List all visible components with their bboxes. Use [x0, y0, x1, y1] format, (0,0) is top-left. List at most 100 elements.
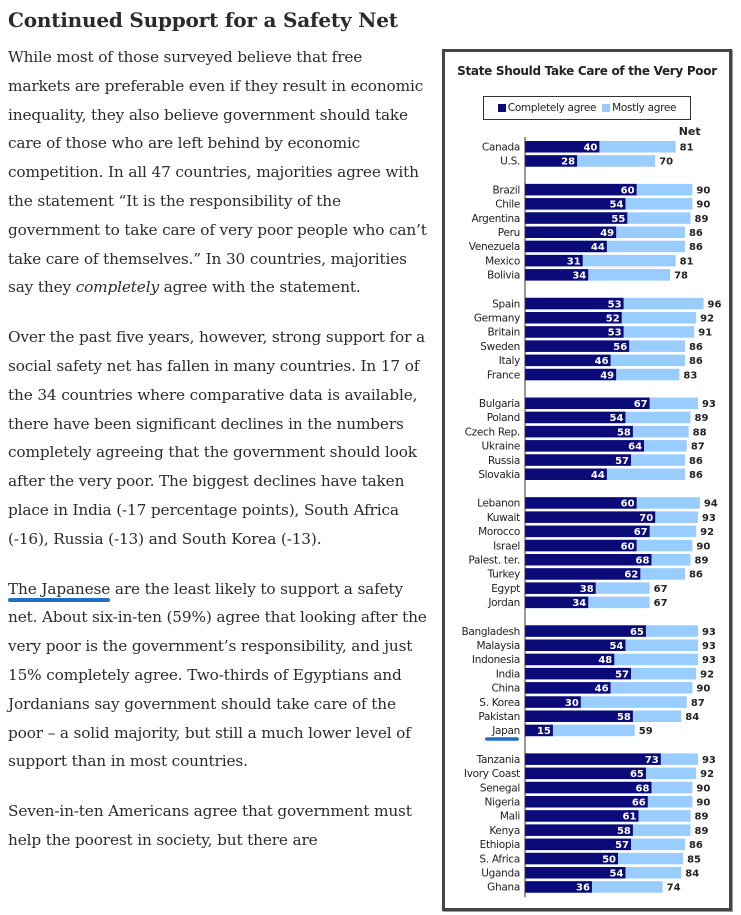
country-label: Tanzania	[476, 754, 520, 766]
value-label-net: 70	[659, 157, 673, 168]
bar-completely-agree	[525, 155, 578, 167]
country-label: Sweden	[480, 341, 520, 353]
bar-completely-agree	[525, 682, 611, 694]
value-label-completely: 54	[610, 641, 624, 652]
bar-completely-agree	[525, 425, 633, 438]
bar-completely-agree	[525, 838, 632, 851]
value-label-completely: 57	[615, 669, 629, 680]
country-label: Slovakia	[478, 469, 520, 481]
legend-item-completely: Completely agree	[497, 102, 596, 114]
bar-completely-agree	[525, 226, 617, 238]
country-label: Britain	[488, 327, 520, 339]
value-label-completely: 70	[639, 513, 653, 524]
chart-legend: Completely agree Mostly agree	[483, 96, 691, 120]
bar-completely-agree	[525, 269, 589, 281]
paragraph-4: Seven-in-ten Americans agree that govern…	[8, 802, 412, 849]
bar-completely-agree	[525, 824, 633, 836]
country-label: Lebanon	[477, 498, 520, 510]
paragraph-2: Over the past five years, however, stron…	[8, 328, 425, 548]
paragraph-3: The Japanese are the least likely to sup…	[8, 579, 427, 771]
country-label: China	[492, 683, 521, 695]
value-label-net: 85	[687, 854, 701, 865]
bar-completely-agree	[525, 582, 596, 594]
value-label-net: 87	[691, 698, 705, 709]
value-label-net: 86	[689, 228, 703, 239]
country-label: India	[496, 668, 520, 680]
country-label: Bolivia	[487, 270, 520, 282]
country-label: Bulgaria	[479, 398, 520, 410]
bar-completely-agree	[525, 411, 626, 424]
bar-mostly-agree	[525, 155, 656, 167]
value-label-net: 92	[700, 527, 714, 538]
bar-completely-agree	[525, 781, 652, 794]
value-label-completely: 31	[567, 256, 581, 267]
value-label-completely: 58	[617, 826, 631, 837]
article-heading: Continued Support for a Safety Net	[8, 8, 398, 32]
value-label-completely: 67	[634, 527, 648, 538]
value-label-net: 89	[695, 556, 709, 567]
value-label-net: 93	[702, 655, 716, 666]
bar-completely-agree	[525, 852, 618, 865]
value-label-completely: 40	[583, 143, 597, 154]
value-label-completely: 65	[630, 769, 644, 780]
country-label: Morocco	[478, 526, 520, 538]
value-label-completely: 62	[624, 570, 638, 581]
value-label-completely: 50	[602, 854, 616, 865]
bar-mostly-agree	[525, 269, 671, 281]
value-label-net: 91	[698, 328, 712, 339]
value-label-net: 93	[702, 755, 716, 766]
country-label: Czech Rep.	[465, 426, 520, 438]
country-label: Ukraine	[482, 441, 520, 453]
bar-completely-agree	[525, 867, 626, 879]
bar-completely-agree	[525, 326, 624, 338]
bar-completely-agree	[525, 539, 637, 552]
country-label: Chile	[495, 199, 520, 211]
bar-completely-agree	[525, 625, 646, 637]
value-label-net: 84	[685, 712, 699, 723]
legend-item-mostly: Mostly agree	[602, 102, 677, 114]
country-label: Mali	[500, 811, 520, 823]
country-label: Senegal	[480, 782, 520, 794]
country-label: Ethiopia	[480, 839, 520, 851]
highlighted-phrase: The Japanese	[8, 579, 111, 598]
value-label-net: 90	[696, 783, 710, 794]
country-label: Kuwait	[487, 512, 520, 524]
net-column-header: Net	[679, 125, 701, 138]
bar-completely-agree	[525, 767, 646, 780]
bar-completely-agree	[525, 354, 611, 367]
value-label-completely: 68	[636, 556, 650, 567]
value-label-net: 88	[693, 427, 707, 438]
value-label-net: 78	[674, 271, 688, 282]
value-label-completely: 53	[608, 328, 622, 339]
value-label-net: 86	[689, 570, 703, 581]
country-label: U.S.	[500, 156, 520, 168]
country-label: Mexico	[485, 255, 520, 267]
highlight-underline	[485, 737, 519, 741]
bar-completely-agree	[525, 710, 633, 722]
value-label-net: 90	[696, 200, 710, 211]
country-label: Ghana	[487, 882, 520, 894]
bar-completely-agree	[525, 454, 632, 466]
country-label: Russia	[488, 455, 520, 467]
value-label-net: 86	[689, 342, 703, 353]
country-label: Palest. ter.	[468, 555, 520, 567]
country-label: Uganda	[481, 868, 520, 880]
value-label-net: 86	[689, 356, 703, 367]
value-label-completely: 49	[600, 228, 614, 239]
value-label-completely: 34	[572, 598, 586, 609]
value-label-net: 93	[702, 399, 716, 410]
bar-completely-agree	[525, 696, 581, 708]
bar-completely-agree	[525, 212, 628, 224]
country-label: S. Africa	[479, 853, 520, 865]
value-label-net: 74	[667, 883, 681, 894]
bar-completely-agree	[525, 297, 624, 310]
bar-completely-agree	[525, 340, 630, 352]
bar-completely-agree	[525, 198, 626, 210]
country-label: Israel	[493, 540, 520, 552]
value-label-net: 94	[704, 499, 718, 510]
bar-mostly-agree	[525, 254, 676, 267]
value-label-net: 89	[695, 214, 709, 225]
bar-completely-agree	[525, 497, 637, 509]
bar-completely-agree	[525, 724, 553, 737]
value-label-completely: 57	[615, 456, 629, 467]
